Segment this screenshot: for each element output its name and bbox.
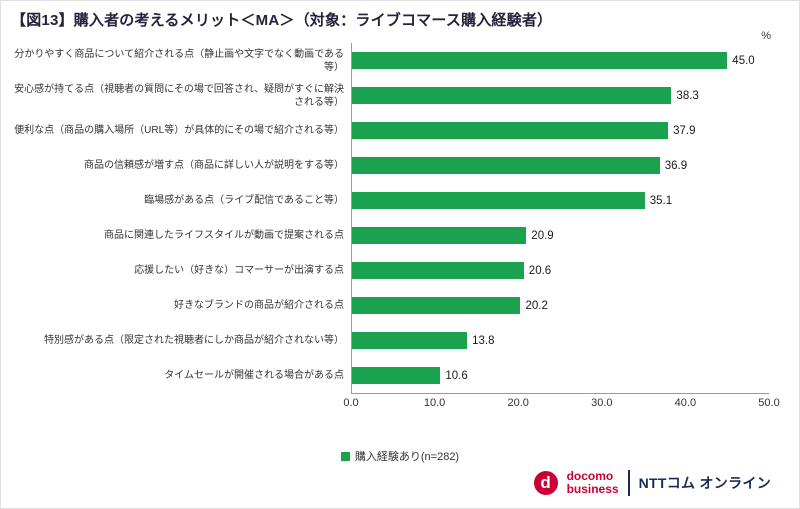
bar (352, 332, 468, 349)
category-label: 商品の信頼感が増す点（商品に詳しい人が説明をする等） (84, 160, 344, 171)
value-label: 37.9 (673, 124, 696, 137)
legend-label: 購入経験あり(n=282) (354, 451, 460, 463)
bar (352, 87, 672, 104)
bar (352, 262, 524, 279)
value-label: 20.6 (528, 264, 552, 277)
value-label: 38.3 (676, 89, 699, 102)
docomo-wordmark: docomo business (567, 470, 619, 495)
bar-row: 13.8 (352, 323, 769, 358)
bar (352, 122, 669, 139)
docomo-wordmark-line2: business (566, 482, 619, 496)
category-label: 応援したい（好きな）コマーサーが出演する点 (134, 265, 344, 276)
chart-title: 【図13】購入者の考えるメリット＜MA＞（対象：ライブコマース購入経験者） (11, 12, 553, 29)
category-label: 便利な点（商品の購入場所（URL等）が具体的にその場で紹介される等） (14, 125, 344, 136)
x-tick-label: 50.0 (758, 397, 780, 409)
legend: 購入経験あり(n=282) (1, 448, 799, 464)
x-axis: 0.0 10.0 20.0 30.0 40.0 50.0 (343, 394, 779, 412)
bar-row: 20.9 (352, 218, 769, 253)
bar-row: 35.1 (352, 183, 769, 218)
bar-row: 36.9 (352, 148, 769, 183)
category-label: 特別感がある点（限定された視聴者にしか商品が紹介されない等） (44, 335, 344, 346)
value-label: 10.6 (445, 369, 468, 382)
bar (352, 192, 645, 209)
legend-marker-icon (340, 451, 350, 461)
bar-row: 45.0 (352, 43, 769, 78)
x-tick-label: 0.0 (343, 397, 359, 409)
plot-column: % 45.0 38.3 37.9 36.9 35.1 20.9 20.6 20.2 13.8 10… (343, 30, 779, 412)
bar-row: 38.3 (352, 78, 769, 113)
docomo-wordmark-line1: docomo (566, 469, 614, 484)
bar-chart: 分かりやすく商品について紹介される点（静止画や文字でなく動画である等） 安心感が持… (13, 30, 780, 412)
bar-row: 10.6 (352, 358, 769, 393)
ntt-com-online-wordmark: NTTコム オンライン (638, 475, 771, 491)
category-axis: 分かりやすく商品について紹介される点（静止画や文字でなく動画である等） 安心感が持… (13, 43, 351, 412)
plot-area: 45.0 38.3 37.9 36.9 35.1 20.9 20.6 20.2 13.8 10.6 (351, 43, 769, 394)
category-label: 好きなブランドの商品が紹介される点 (174, 300, 344, 311)
category-label: タイムセールが開催される場合がある点 (164, 370, 344, 381)
docomo-logo-icon: d (533, 471, 558, 495)
category-label: 臨場感がある点（ライブ配信であること等） (144, 195, 344, 206)
brand-footer: d docomo business NTTコム オンライン (533, 470, 771, 496)
value-label: 20.9 (531, 229, 554, 242)
value-label: 13.8 (472, 334, 495, 347)
x-tick-label: 40.0 (674, 397, 697, 409)
unit-label: % (761, 30, 771, 42)
x-tick-label: 10.0 (423, 397, 446, 409)
category-label: 商品に関連したライフスタイルが動画で提案される点 (104, 230, 344, 241)
bar-row: 20.2 (352, 288, 769, 323)
x-tick-label: 30.0 (591, 397, 613, 409)
bar (352, 297, 521, 314)
bar (352, 227, 527, 244)
bar (352, 367, 441, 384)
bar-row: 37.9 (352, 113, 769, 148)
bar (352, 52, 728, 69)
category-label: 安心感が持てる点（視聴者の質問にその場で回答され、疑問がすぐに解決される等） (14, 83, 344, 108)
bar (352, 157, 660, 174)
value-label: 20.2 (525, 299, 548, 312)
x-tick-label: 20.0 (507, 397, 529, 409)
bar-row: 20.6 (352, 253, 769, 288)
brand-divider (627, 470, 630, 496)
value-label: 45.0 (732, 54, 755, 67)
category-label: 分かりやすく商品について紹介される点（静止画や文字でなく動画である等） (14, 48, 344, 73)
value-label: 35.1 (649, 194, 673, 207)
value-label: 36.9 (664, 159, 688, 172)
